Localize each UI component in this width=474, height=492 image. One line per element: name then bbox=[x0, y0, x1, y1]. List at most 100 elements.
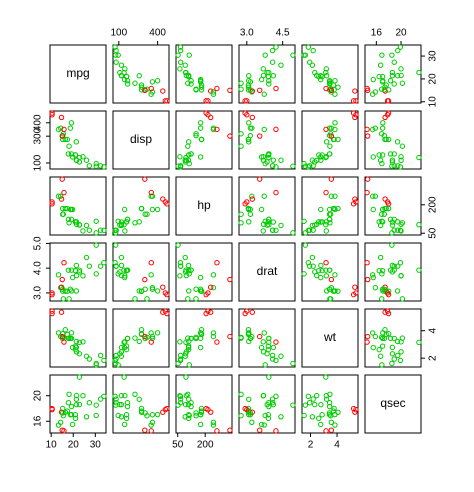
point bbox=[210, 285, 217, 291]
point bbox=[244, 199, 250, 205]
point bbox=[397, 164, 404, 170]
point bbox=[319, 267, 325, 274]
point bbox=[389, 344, 396, 351]
point bbox=[86, 400, 93, 406]
point bbox=[273, 44, 279, 50]
point bbox=[332, 193, 338, 199]
point bbox=[244, 308, 250, 314]
point bbox=[113, 59, 119, 65]
point bbox=[246, 411, 252, 418]
point bbox=[76, 221, 83, 228]
point bbox=[197, 288, 204, 294]
point bbox=[318, 154, 324, 160]
point bbox=[186, 160, 192, 167]
point bbox=[273, 339, 279, 345]
point bbox=[262, 218, 268, 224]
point bbox=[306, 400, 313, 406]
point bbox=[309, 157, 316, 163]
point bbox=[123, 412, 130, 418]
point bbox=[389, 262, 396, 269]
panel bbox=[364, 110, 422, 170]
point bbox=[327, 143, 333, 149]
point bbox=[247, 211, 254, 217]
point bbox=[186, 52, 192, 58]
point bbox=[65, 400, 72, 406]
point bbox=[364, 189, 370, 196]
point bbox=[185, 296, 191, 302]
point bbox=[377, 62, 384, 68]
point bbox=[377, 157, 384, 163]
point bbox=[323, 273, 330, 279]
point bbox=[302, 242, 309, 248]
point bbox=[301, 412, 307, 419]
panel bbox=[175, 374, 233, 434]
point bbox=[379, 52, 385, 58]
point bbox=[238, 211, 244, 217]
point bbox=[214, 85, 220, 92]
point bbox=[148, 272, 154, 278]
point bbox=[376, 267, 382, 274]
point bbox=[273, 393, 279, 400]
point bbox=[398, 272, 404, 279]
point bbox=[416, 154, 422, 161]
point bbox=[193, 335, 199, 342]
point bbox=[193, 132, 199, 139]
point bbox=[326, 410, 333, 416]
point bbox=[177, 163, 184, 169]
point bbox=[154, 330, 161, 336]
point bbox=[124, 335, 131, 342]
point bbox=[197, 330, 204, 336]
panel bbox=[238, 110, 296, 170]
point bbox=[118, 392, 125, 399]
point bbox=[49, 112, 55, 118]
point bbox=[332, 78, 338, 84]
point bbox=[57, 193, 64, 199]
point bbox=[273, 227, 279, 234]
x-tick-label: 400 bbox=[149, 28, 166, 39]
point bbox=[185, 335, 191, 341]
point bbox=[185, 401, 192, 408]
point bbox=[269, 163, 276, 169]
point bbox=[207, 309, 214, 315]
point bbox=[370, 274, 376, 281]
point bbox=[80, 392, 86, 399]
point bbox=[148, 330, 154, 336]
point bbox=[318, 401, 324, 408]
point bbox=[115, 52, 121, 58]
point bbox=[323, 374, 329, 380]
point bbox=[132, 220, 138, 226]
x-tick-label: 4.5 bbox=[276, 28, 290, 39]
point bbox=[326, 400, 333, 406]
point bbox=[391, 151, 397, 157]
point bbox=[290, 163, 296, 169]
point bbox=[257, 87, 263, 94]
point bbox=[395, 47, 401, 54]
point bbox=[323, 267, 329, 273]
point bbox=[399, 220, 406, 226]
point bbox=[122, 228, 128, 234]
point bbox=[384, 98, 391, 104]
point bbox=[112, 260, 118, 266]
point bbox=[121, 76, 128, 83]
point bbox=[323, 189, 329, 196]
point bbox=[210, 91, 217, 97]
point bbox=[148, 85, 154, 92]
point bbox=[115, 271, 121, 277]
panel bbox=[112, 242, 170, 302]
point bbox=[258, 76, 265, 83]
point bbox=[112, 393, 118, 400]
point bbox=[136, 219, 142, 225]
point bbox=[327, 296, 334, 302]
point bbox=[269, 47, 276, 54]
point bbox=[132, 80, 138, 86]
point bbox=[323, 396, 330, 402]
point bbox=[389, 163, 395, 169]
panel bbox=[49, 308, 107, 368]
point bbox=[86, 163, 93, 169]
point bbox=[148, 91, 154, 97]
point bbox=[398, 221, 404, 228]
point bbox=[323, 73, 330, 79]
point bbox=[197, 421, 204, 428]
point bbox=[118, 401, 125, 408]
